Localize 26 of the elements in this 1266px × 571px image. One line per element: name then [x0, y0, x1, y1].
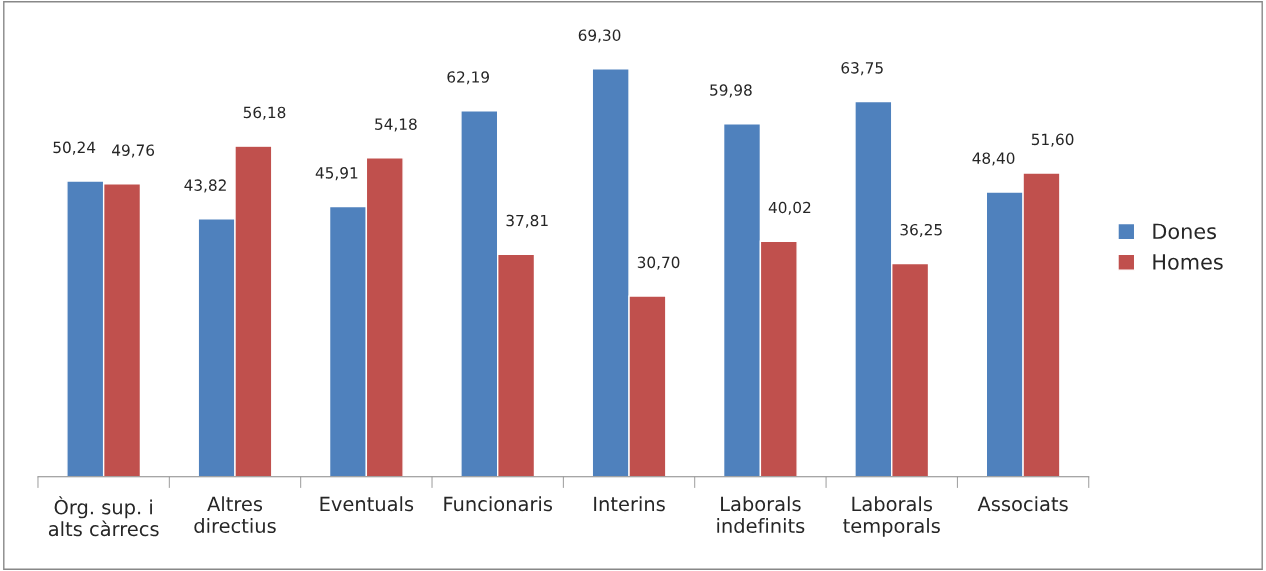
data-label: 48,40 — [972, 152, 1015, 166]
x-tick-label: Associats — [977, 496, 1068, 512]
x-tick-label: Eventuals — [320, 496, 414, 512]
data-label: 50,24 — [53, 141, 96, 155]
data-label: 59,98 — [710, 84, 752, 98]
x-tick-label: Laborals temporals — [843, 496, 940, 537]
x-tick-label: Funcionaris — [444, 496, 553, 512]
x-tick-label: Altres directius — [194, 496, 276, 534]
data-label: 37,81 — [506, 214, 548, 228]
data-label: 62,19 — [447, 71, 489, 85]
data-label: 69,30 — [578, 29, 621, 43]
data-label: 63,75 — [841, 62, 883, 76]
legend-label: Dones — [1153, 223, 1216, 240]
data-label: 51,60 — [1031, 133, 1074, 147]
data-label: 45,91 — [315, 167, 358, 181]
legend-label: Homes — [1153, 254, 1223, 270]
data-label: 36,25 — [900, 223, 942, 238]
data-label: 54,18 — [375, 118, 417, 132]
data-label: 43,82 — [184, 179, 226, 193]
data-label: 49,76 — [112, 144, 155, 158]
data-label: 40,02 — [768, 201, 811, 215]
x-tick-label: Laborals indefinits — [717, 496, 805, 534]
data-label: 30,70 — [637, 256, 680, 270]
x-tick-label: Òrg. sup. i alts càrrecs — [48, 496, 159, 537]
data-label: 56,18 — [243, 106, 286, 120]
x-tick-label: Interins — [594, 496, 665, 512]
